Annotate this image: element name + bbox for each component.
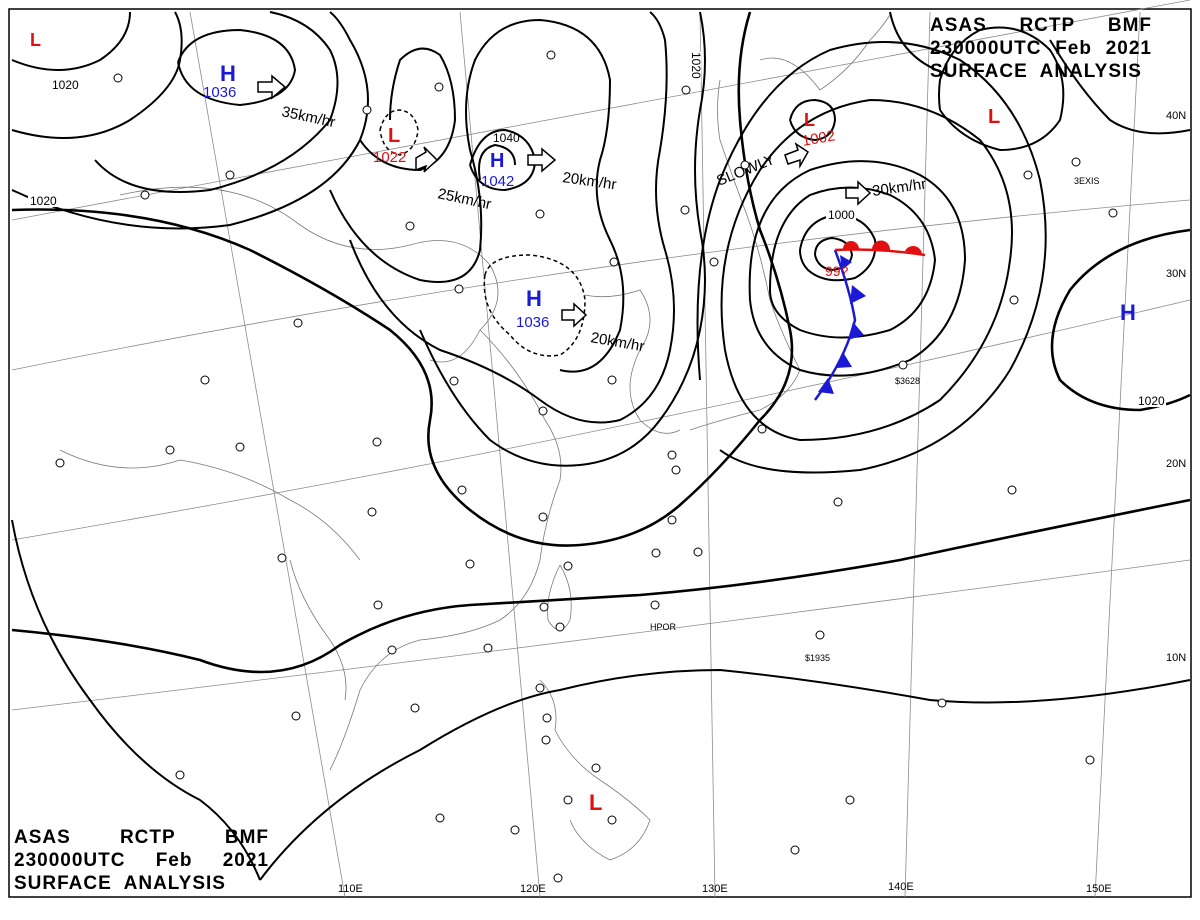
isobar-label: 1020: [689, 52, 703, 79]
axis-labels: 110E 120E 130E 140E 150E 40N 30N 20N 10N: [338, 110, 1186, 895]
header-station: RCTP: [119, 827, 176, 848]
header-line-3: SURFACE ANALYSIS: [930, 60, 1152, 83]
isobar-label: 1020: [30, 194, 57, 208]
longitude-label: 120E: [520, 883, 546, 895]
longitude-label: 140E: [888, 881, 914, 893]
header-top-right: ASAS RCTP BMF 230000UTC Feb 2021 SURFACE…: [930, 14, 1152, 83]
coastlines: [59, 14, 891, 861]
header-time: 230000UTC: [930, 38, 1042, 59]
header-source: ASAS: [14, 827, 71, 848]
high-center-symbol: H: [526, 286, 542, 311]
station-label: 3EXIS: [1074, 176, 1100, 186]
header-code: BMF: [1107, 15, 1152, 36]
low-center-value: 1002: [801, 127, 837, 150]
header-line-3: SURFACE ANALYSIS: [14, 872, 269, 895]
station-text: HPOR 3EXIS $3628 $1935: [650, 176, 1100, 663]
station-markers: [55, 50, 1118, 883]
header-station: RCTP: [1019, 15, 1076, 36]
latitude-label: 10N: [1166, 652, 1186, 664]
longitude-label: 150E: [1086, 883, 1112, 895]
latitude-label: 40N: [1166, 110, 1186, 122]
header-line-2: 230000UTC Feb 2021: [930, 37, 1152, 60]
low-center-symbol: L: [988, 106, 1000, 128]
high-center-symbol: H: [1120, 300, 1136, 325]
isobar-label: 1020: [52, 78, 79, 92]
high-center-value: 1042: [481, 173, 514, 190]
header-line-1: ASAS RCTP BMF: [14, 826, 269, 849]
header-line-2: 230000UTC Feb 2021: [14, 849, 269, 872]
latitude-label: 30N: [1166, 268, 1186, 280]
isobar-label: 1000: [828, 208, 855, 222]
low-center-value: 1022: [373, 149, 406, 166]
latitude-label: 20N: [1166, 458, 1186, 470]
high-center-value: 1036: [203, 84, 236, 101]
high-center-value: 1036: [516, 314, 549, 331]
header-product: SURFACE ANALYSIS: [930, 61, 1142, 82]
header-time: 230000UTC: [14, 850, 126, 871]
high-center-symbol: H: [220, 61, 236, 86]
low-center-symbol: L: [388, 125, 400, 147]
dashed-isobars: [379, 109, 586, 357]
map-frame: [8, 8, 1192, 898]
high-center-symbol: H: [490, 150, 504, 172]
header-bottom-left: ASAS RCTP BMF 230000UTC Feb 2021 SURFACE…: [14, 826, 269, 895]
header-year: 2021: [1105, 38, 1152, 59]
warm-front: [834, 240, 926, 257]
isobar-labels: 1020 1020 1020 1020 1000: [28, 52, 1166, 408]
pressure-systems: H 1036 L 1022 1040 H 1042 H 1036 L 1002 …: [30, 30, 1136, 815]
header-year: 2021: [222, 850, 269, 871]
header-month: Feb: [1055, 38, 1092, 59]
low-center-symbol: L: [589, 790, 602, 815]
longitude-label: 130E: [702, 883, 728, 895]
longitude-label: 110E: [338, 883, 363, 895]
station-label: $3628: [895, 376, 920, 386]
isobar-center-value: 1040: [493, 131, 520, 145]
low-center-value: 99?: [825, 263, 849, 279]
movement-arrows: [257, 74, 872, 328]
isobar-label: 1020: [1138, 394, 1165, 408]
header-line-1: ASAS RCTP BMF: [930, 14, 1152, 37]
header-code: BMF: [224, 827, 269, 848]
station-label: HPOR: [650, 622, 677, 632]
station-label: $1935: [805, 653, 830, 663]
low-center-symbol: L: [30, 30, 41, 50]
header-source: ASAS: [930, 15, 987, 36]
low-center-symbol: L: [804, 110, 815, 130]
header-month: Feb: [155, 850, 193, 871]
cold-front: [813, 249, 866, 401]
header-product: SURFACE ANALYSIS: [14, 873, 226, 894]
